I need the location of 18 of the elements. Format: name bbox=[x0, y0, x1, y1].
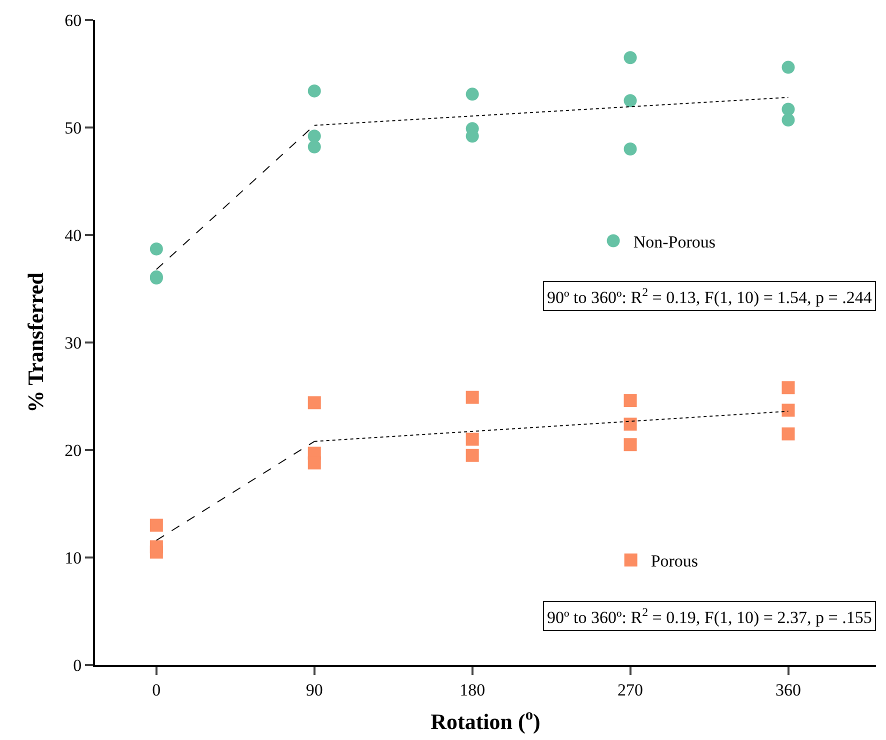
annotation: 90º to 360º: R$^{2}$ = 0.13, F(1, 10) = 1.54, p = .244 bbox=[547, 285, 872, 308]
y-axis-title: % Transferred bbox=[22, 272, 48, 412]
legend-label: Porous bbox=[650, 552, 698, 571]
x-tick-label: 360 bbox=[776, 680, 801, 700]
y-tick-label: 30 bbox=[64, 333, 82, 352]
x-tick-label: 90 bbox=[306, 680, 323, 700]
x-tick-label: 180 bbox=[460, 680, 486, 700]
x-axis-title: Rotation ($^{o}$) bbox=[430, 706, 540, 734]
y-tick-label: 20 bbox=[64, 440, 82, 460]
y-tick-label: 10 bbox=[64, 548, 82, 568]
x-tick-label: 270 bbox=[618, 680, 644, 700]
x-tick-label: 0 bbox=[152, 680, 161, 700]
y-tick-label: 0 bbox=[73, 656, 82, 675]
y-tick-label: 60 bbox=[64, 10, 82, 30]
y-tick-label: 50 bbox=[64, 118, 82, 138]
legend-label: Non-Porous bbox=[633, 232, 716, 252]
y-tick-label: 40 bbox=[64, 226, 82, 245]
annotation: 90º to 360º: R$^{2}$ = 0.19, F(1, 10) = 2.37, p = .155 bbox=[547, 605, 872, 628]
